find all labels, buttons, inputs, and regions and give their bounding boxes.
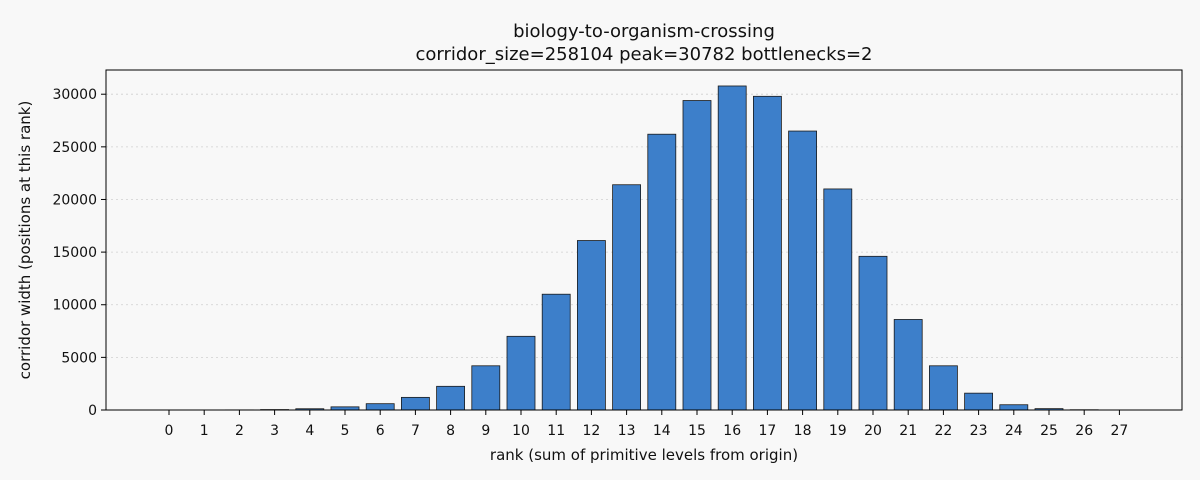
x-tick-label: 24 [1005, 423, 1023, 439]
x-tick-label: 7 [411, 423, 420, 439]
plot-frame [105, 69, 1183, 411]
x-tick-label: 1 [200, 423, 209, 439]
x-tick-label: 10 [512, 423, 530, 439]
bar [823, 188, 853, 411]
y-tick-label: 20000 [52, 192, 97, 208]
x-tick-label: 9 [481, 423, 490, 439]
x-tick-label: 15 [688, 423, 706, 439]
bar [788, 130, 817, 411]
chart-subtitle: corridor_size=258104 peak=30782 bottlene… [415, 44, 872, 65]
x-tick-label: 11 [547, 423, 565, 439]
x-tick-label: 26 [1075, 423, 1093, 439]
bar [893, 319, 923, 411]
y-axis-label: corridor width (positions at this rank) [16, 101, 34, 380]
x-tick-label: 21 [899, 423, 917, 439]
x-tick-label: 14 [653, 423, 671, 439]
bars [154, 85, 1134, 411]
x-tick-label: 23 [970, 423, 988, 439]
x-tick-label: 3 [270, 423, 279, 439]
bar [753, 95, 782, 411]
x-tick-label: 13 [618, 423, 636, 439]
x-tick-label: 27 [1110, 423, 1128, 439]
x-tick-label: 19 [829, 423, 847, 439]
x-tick-label: 8 [446, 423, 455, 439]
bar [964, 392, 993, 411]
y-tick-label: 25000 [52, 140, 97, 156]
bar [612, 184, 641, 411]
x-tick-label: 0 [165, 423, 174, 439]
x-tick-label: 6 [376, 423, 385, 439]
bar [436, 385, 466, 411]
x-tick-label: 4 [305, 423, 314, 439]
chart-title: biology-to-organism-crossing [513, 21, 775, 42]
bar [858, 255, 888, 411]
x-tick-label: 18 [794, 423, 812, 439]
bar [647, 133, 677, 411]
bar [999, 404, 1029, 411]
bar [577, 240, 606, 411]
x-tick-label: 2 [235, 423, 244, 439]
bar [541, 293, 571, 411]
bar [506, 335, 536, 411]
x-axis-label: rank (sum of primitive levels from origi… [490, 446, 798, 464]
y-tick-label: 0 [88, 403, 97, 419]
y-tick-label: 10000 [52, 298, 97, 314]
gridlines [106, 93, 1182, 358]
bar [682, 100, 712, 411]
x-tick-label: 20 [864, 423, 882, 439]
x-tick-label: 5 [341, 423, 350, 439]
x-tick-label: 16 [723, 423, 741, 439]
x-tick-label: 25 [1040, 423, 1058, 439]
y-tick-label: 5000 [61, 350, 97, 366]
x-tick-label: 17 [758, 423, 776, 439]
x-tick-label: 22 [934, 423, 952, 439]
bar [365, 403, 395, 411]
bar [471, 365, 501, 411]
bar [400, 396, 430, 411]
y-tick-label: 30000 [52, 87, 97, 103]
y-tick-label: 15000 [52, 245, 97, 261]
x-tick-label: 12 [582, 423, 600, 439]
bar [929, 365, 958, 411]
bar [717, 85, 747, 411]
